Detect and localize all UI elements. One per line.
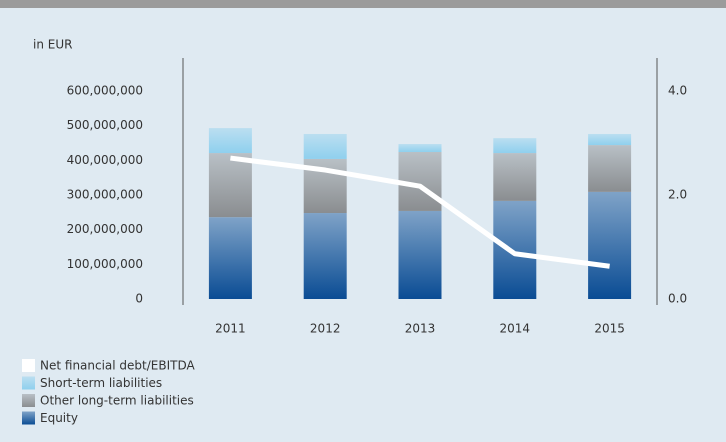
- bar-segment: [493, 153, 537, 201]
- y-tick-label: 300,000,000: [67, 188, 143, 202]
- legend-label: Equity: [40, 411, 78, 425]
- legend-label: Short-term liabilities: [40, 376, 162, 390]
- bar-segment: [588, 133, 632, 146]
- x-tick-label: 2015: [594, 322, 625, 336]
- x-tick-label: 2011: [215, 322, 246, 336]
- legend-swatch: [22, 411, 35, 425]
- bar-segment: [398, 210, 442, 299]
- bar-segment: [208, 128, 252, 154]
- legend-swatch: [22, 359, 35, 372]
- y-tick-label: 0: [135, 292, 143, 306]
- legend-label: Other long-term liabilities: [40, 394, 194, 408]
- bar-segment: [208, 217, 252, 299]
- legend-label: Net financial debt/EBITDA: [40, 359, 196, 373]
- x-tick-label: 2012: [310, 322, 341, 336]
- y-tick-label: 100,000,000: [67, 257, 143, 271]
- bar-segment: [493, 200, 537, 299]
- bar-segment: [208, 153, 252, 218]
- bar-segment: [493, 138, 537, 154]
- top-bar: [0, 0, 726, 8]
- bar-segment: [588, 191, 632, 299]
- y2-tick-label: 0.0: [668, 292, 687, 306]
- bar-segment: [588, 145, 632, 192]
- line: [230, 155, 610, 269]
- y-tick-label: 500,000,000: [67, 118, 143, 132]
- legend-swatch: [22, 394, 35, 407]
- bar-segment: [303, 213, 347, 299]
- x-tick-label: 2013: [405, 322, 436, 336]
- bar-segment: [398, 144, 442, 153]
- legend-swatch: [22, 376, 35, 390]
- y-tick-label: 200,000,000: [67, 222, 143, 236]
- y-tick-label: 400,000,000: [67, 153, 143, 167]
- y-tick-label: 600,000,000: [67, 84, 143, 98]
- y2-tick-label: 2.0: [668, 188, 687, 202]
- x-tick-label: 2014: [500, 322, 531, 336]
- unit-label: in EUR: [33, 38, 72, 52]
- bar-segment: [303, 133, 347, 159]
- y2-tick-label: 4.0: [668, 84, 687, 98]
